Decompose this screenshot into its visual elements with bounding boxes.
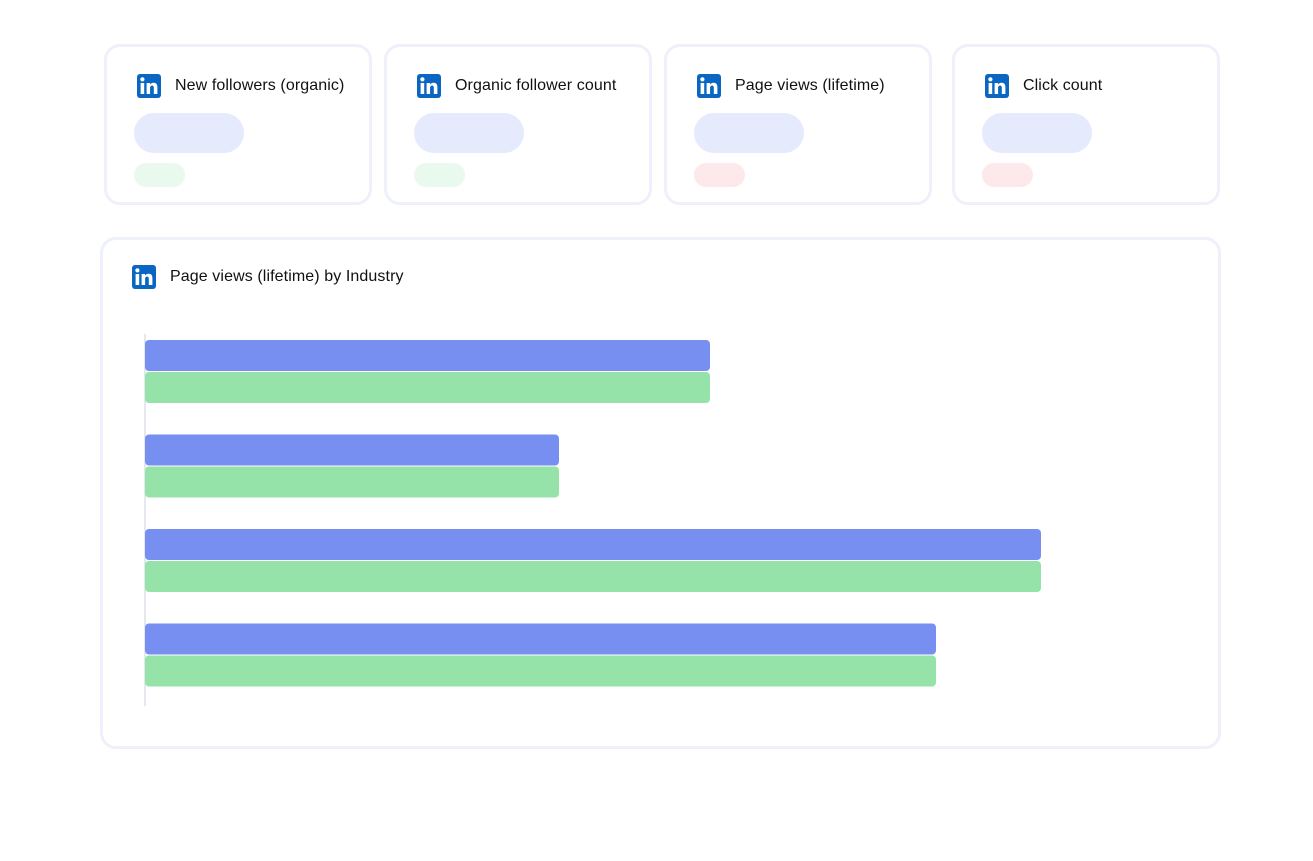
linkedin-icon: [697, 74, 721, 98]
delta-skeleton: [694, 163, 745, 187]
linkedin-icon: [137, 74, 161, 98]
chart-header: Page views (lifetime) by Industry: [132, 265, 404, 289]
metric-card-click-count[interactable]: Click count: [952, 44, 1220, 205]
card-header: Click count: [985, 74, 1102, 98]
metric-card-new-followers[interactable]: New followers (organic): [104, 44, 372, 205]
delta-skeleton: [414, 163, 465, 187]
metric-title: Click count: [1023, 77, 1103, 94]
value-skeleton: [694, 113, 804, 153]
linkedin-icon: [985, 74, 1009, 98]
chart-card-page-views-by-industry[interactable]: Page views (lifetime) by Industry: [100, 237, 1221, 749]
bar-series-1-category-4[interactable]: [145, 623, 936, 655]
bar-series-2-category-3[interactable]: [145, 561, 1041, 592]
card-header: Organic follower count: [417, 74, 616, 98]
metric-card-page-views[interactable]: Page views (lifetime): [664, 44, 932, 205]
value-skeleton: [134, 113, 244, 153]
delta-skeleton: [134, 163, 185, 187]
metric-title: Page views (lifetime): [735, 77, 885, 94]
chart-title: Page views (lifetime) by Industry: [170, 268, 404, 285]
card-header: New followers (organic): [137, 74, 344, 98]
bar-series-2-category-4[interactable]: [145, 655, 936, 687]
linkedin-icon: [132, 265, 156, 289]
metric-card-organic-follower-count[interactable]: Organic follower count: [384, 44, 652, 205]
bar-chart: [144, 334, 1041, 706]
metric-title: New followers (organic): [175, 77, 345, 94]
bar-series-2-category-2[interactable]: [145, 466, 559, 498]
bar-series-2-category-1[interactable]: [145, 372, 710, 403]
value-skeleton: [982, 113, 1092, 153]
card-header: Page views (lifetime): [697, 74, 885, 98]
delta-skeleton: [982, 163, 1033, 187]
bar-series-1-category-1[interactable]: [145, 340, 710, 371]
bar-series-1-category-2[interactable]: [145, 434, 559, 466]
metric-title: Organic follower count: [455, 77, 617, 94]
linkedin-icon: [417, 74, 441, 98]
value-skeleton: [414, 113, 524, 153]
bar-series-1-category-3[interactable]: [145, 529, 1041, 560]
